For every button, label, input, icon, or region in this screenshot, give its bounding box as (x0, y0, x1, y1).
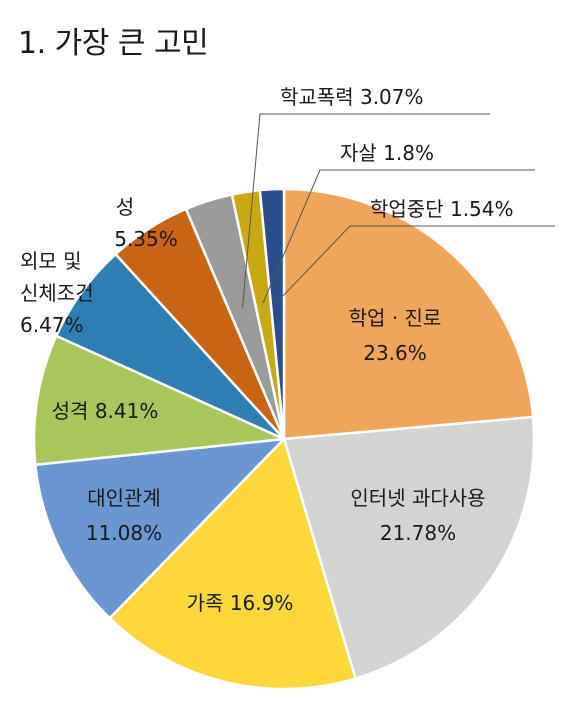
pie-slice-대인관계 (33, 437, 288, 620)
slice-value: 5.35% (114, 227, 178, 251)
callout-label: 자살 1.8% (340, 141, 434, 165)
slice-value: 1.54% (450, 197, 514, 221)
slice-label: 외모 및 신체조건 (20, 249, 94, 305)
slice-value: 6.47% (20, 313, 84, 337)
slice-label: 성격 (52, 399, 89, 423)
leader-line (242, 113, 490, 308)
slice-value: 21.78% (380, 521, 456, 545)
leader-line (277, 225, 555, 303)
slice-value: 11.08% (86, 521, 162, 545)
leader-line (262, 169, 535, 304)
pie-slice-가족 (107, 436, 358, 691)
slice-value: 23.6% (363, 341, 427, 365)
callout-label: 학교폭력 3.07% (280, 85, 424, 109)
pie-slice-성격 (32, 334, 289, 467)
pie-slice-학업중단 (258, 187, 286, 440)
slice-value: 3.07% (360, 85, 424, 109)
slice-label: 가족 (187, 591, 224, 615)
slice-label: 학업중단 (370, 197, 444, 221)
slice-value: 16.9% (230, 591, 294, 615)
callout-label: 학업중단 1.54% (370, 197, 514, 221)
slice-label: 학교폭력 (280, 85, 354, 109)
slice-label: 학업 · 진로 (349, 306, 442, 330)
slice-label: 성 (116, 195, 134, 219)
slice-label: 자살 (340, 141, 377, 165)
slice-label-line: 가족 16.9% (187, 591, 294, 615)
slice-label-line: 성격 8.41% (52, 399, 159, 423)
pie-slice-인터넷-과다사용 (282, 415, 536, 681)
slice-value: 8.41% (95, 399, 159, 423)
pie-slice-학업-진로 (282, 187, 535, 441)
slice-value: 1.8% (383, 141, 434, 165)
chart-title: 1. 가장 큰 고민 (18, 26, 209, 61)
slice-label: 인터넷 과다사용 (350, 486, 485, 510)
slice-label: 대인관계 (87, 486, 161, 510)
